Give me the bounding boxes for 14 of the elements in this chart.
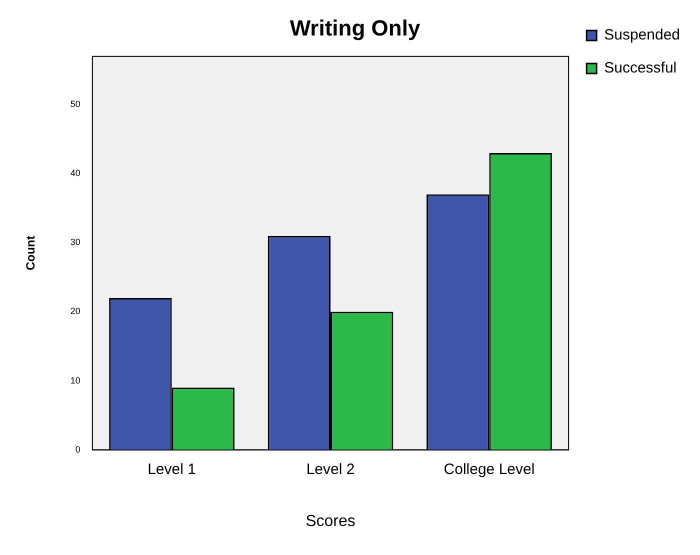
y-tick-label: 40 [70, 168, 80, 178]
y-tick-label: 30 [70, 237, 80, 248]
chart-title: Writing Only [290, 15, 421, 40]
y-tick-label: 20 [70, 306, 80, 316]
y-tick-label: 0 [75, 444, 80, 454]
y-tick-label: 50 [70, 99, 80, 110]
x-tick-label: Level 1 [148, 460, 196, 478]
x-tick-label: Level 2 [306, 460, 355, 478]
y-tick-label: 10 [70, 375, 80, 386]
legend-label: Suspended [604, 26, 680, 44]
legend-label: Successful [604, 60, 677, 77]
x-tick-label: College Level [444, 460, 535, 478]
y-axis-title: Count [24, 236, 38, 270]
x-axis-title: Scores [306, 512, 356, 530]
